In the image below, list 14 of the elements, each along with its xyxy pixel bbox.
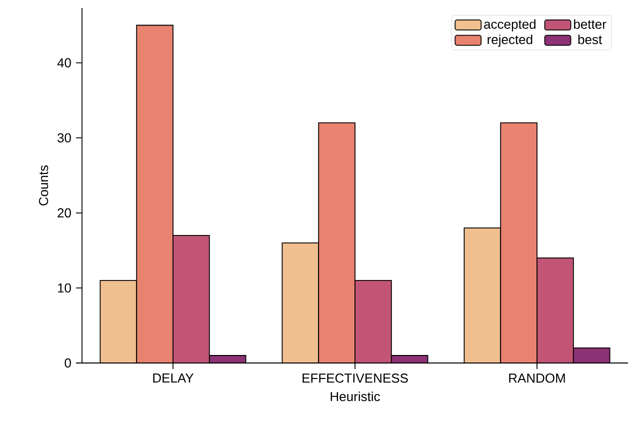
y-tick-label: 20	[58, 208, 71, 218]
x-tick-label: DELAY	[153, 374, 194, 382]
x-tick-label: EFFECTIVENESS	[302, 374, 408, 383]
x-tick-label: RANDOM	[509, 374, 565, 383]
legend-label: best	[578, 34, 602, 44]
x-axis-title: Heuristic	[330, 392, 380, 402]
legend-label: better	[574, 19, 606, 29]
y-axis-title: Counts	[38, 165, 48, 206]
y-tick-label: 30	[58, 133, 71, 142]
legend-label: accepted	[484, 19, 536, 32]
y-tick-label: 10	[58, 283, 71, 293]
y-tick-label: 40	[57, 58, 71, 68]
y-tick-label: 0	[64, 358, 71, 368]
legend-label: rejected	[488, 34, 532, 47]
